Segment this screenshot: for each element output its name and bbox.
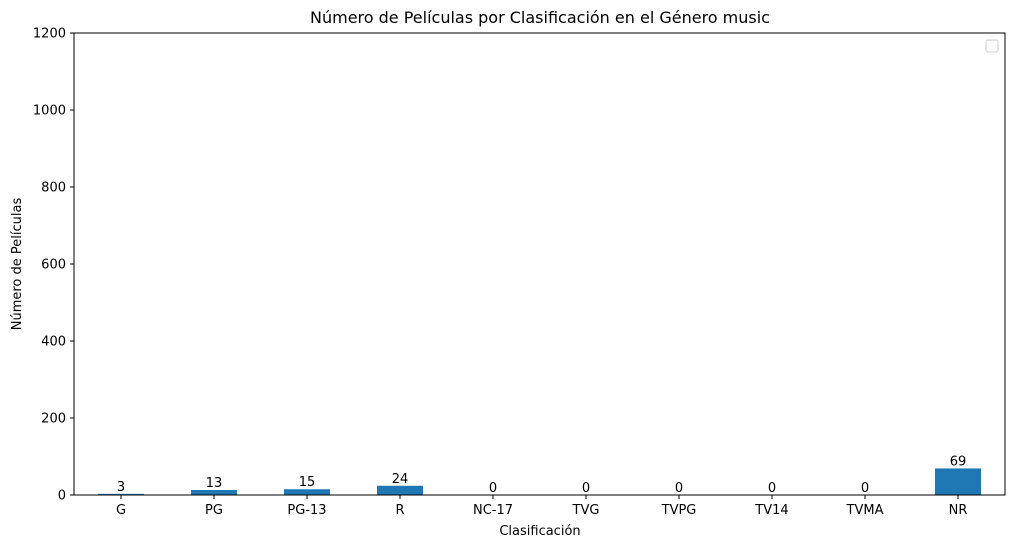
bar-nr [935,468,981,495]
y-tick-label: 200 [41,412,66,427]
legend-box [985,39,999,53]
y-tick-label: 1000 [33,104,66,119]
x-tick-label: PG [205,503,223,518]
bar-group [98,468,981,495]
bar-label-group: 3 13 15 24 0 0 0 0 0 69 [117,454,966,496]
y-tick-label: 800 [41,181,66,196]
bar-value-label: 13 [206,476,223,491]
bar-value-label: 24 [392,472,409,487]
bar-value-label: 0 [768,481,776,496]
bar-pg-13 [284,489,330,495]
bar-value-label: 0 [489,481,497,496]
bar-value-label: 0 [582,481,590,496]
x-tick-label: R [395,503,404,518]
x-tick-label: TVG [572,503,600,518]
y-axis-label: Número de Películas [10,198,25,331]
x-tick-label: PG-13 [287,503,326,518]
y-tick-label: 0 [58,489,66,504]
x-tick-label: TV14 [754,503,788,518]
x-tick-label: TVPG [661,503,697,518]
bar-value-label: 3 [117,480,125,495]
bar-value-label: 0 [861,481,869,496]
plot-frame [73,32,1006,496]
bar-pg [191,489,237,495]
x-tick-label: NR [949,503,968,518]
bar-g [98,493,144,495]
y-axis: 0 200 400 600 800 1000 1200 [33,27,74,504]
bar-value-label: 69 [950,454,967,469]
x-axis-label: Clasificación [499,524,580,539]
chart-title: Número de Películas por Clasificación en… [310,8,770,27]
x-tick-label: NC-17 [473,503,513,518]
y-tick-label: 400 [41,335,66,350]
y-tick-label: 1200 [33,27,66,42]
bar-value-label: 0 [675,481,683,496]
y-tick-label: 600 [41,258,66,273]
x-tick-label: G [116,503,126,518]
bar-r [377,485,423,495]
x-tick-label: TVMA [846,503,884,518]
x-axis: G PG PG-13 R NC-17 TVG TVPG TV14 TVMA NR [116,495,967,518]
bar-value-label: 15 [299,475,316,490]
